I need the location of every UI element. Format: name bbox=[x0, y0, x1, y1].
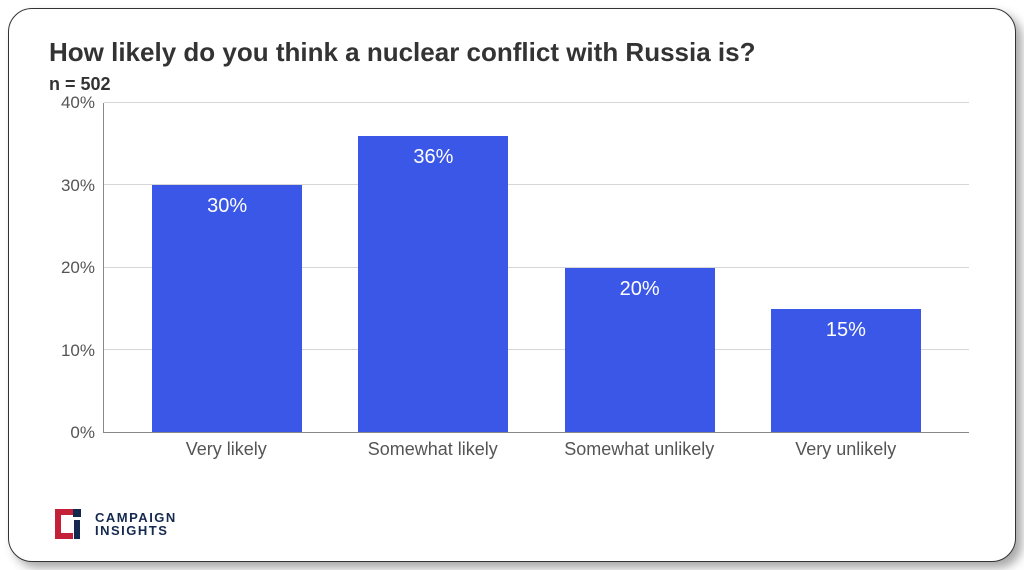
bar-value-label: 15% bbox=[771, 319, 921, 342]
y-axis: 0%10%20%30%40% bbox=[49, 103, 103, 433]
bar-value-label: 30% bbox=[152, 195, 302, 218]
x-axis-labels: Very likelySomewhat likelySomewhat unlik… bbox=[103, 433, 969, 463]
logo-text: CAMPAIGN INSIGHTS bbox=[95, 511, 177, 537]
bar-slot: 20% bbox=[537, 103, 743, 432]
x-tick-label: Very likely bbox=[123, 433, 330, 463]
chart-title: How likely do you think a nuclear confli… bbox=[49, 37, 975, 68]
x-tick-label: Somewhat unlikely bbox=[536, 433, 743, 463]
bar: 15% bbox=[771, 309, 921, 432]
chart-card: How likely do you think a nuclear confli… bbox=[8, 8, 1016, 562]
bar-slot: 15% bbox=[743, 103, 949, 432]
y-tick-label: 40% bbox=[49, 93, 95, 113]
bar-slot: 30% bbox=[124, 103, 330, 432]
sample-size: n = 502 bbox=[49, 74, 975, 95]
logo-line-2: INSIGHTS bbox=[95, 524, 177, 537]
y-tick-label: 30% bbox=[49, 176, 95, 196]
bar: 20% bbox=[565, 268, 715, 433]
brand-logo: CAMPAIGN INSIGHTS bbox=[49, 505, 177, 543]
y-tick-label: 0% bbox=[49, 423, 95, 443]
bar: 30% bbox=[152, 185, 302, 432]
bar-slot: 36% bbox=[330, 103, 536, 432]
logo-mark-icon bbox=[49, 505, 87, 543]
bar-value-label: 36% bbox=[358, 146, 508, 169]
bar-value-label: 20% bbox=[565, 278, 715, 301]
x-tick-label: Very unlikely bbox=[743, 433, 950, 463]
bar-chart: 0%10%20%30%40% 30%36%20%15% Very likelyS… bbox=[49, 103, 969, 463]
x-tick-label: Somewhat likely bbox=[330, 433, 537, 463]
plot-area: 30% 36% 20% 15% bbox=[103, 103, 969, 433]
y-tick-label: 20% bbox=[49, 258, 95, 278]
bar: 36% bbox=[358, 136, 508, 432]
y-tick-label: 10% bbox=[49, 341, 95, 361]
bars-container: 30% 36% 20% 15% bbox=[104, 103, 969, 432]
